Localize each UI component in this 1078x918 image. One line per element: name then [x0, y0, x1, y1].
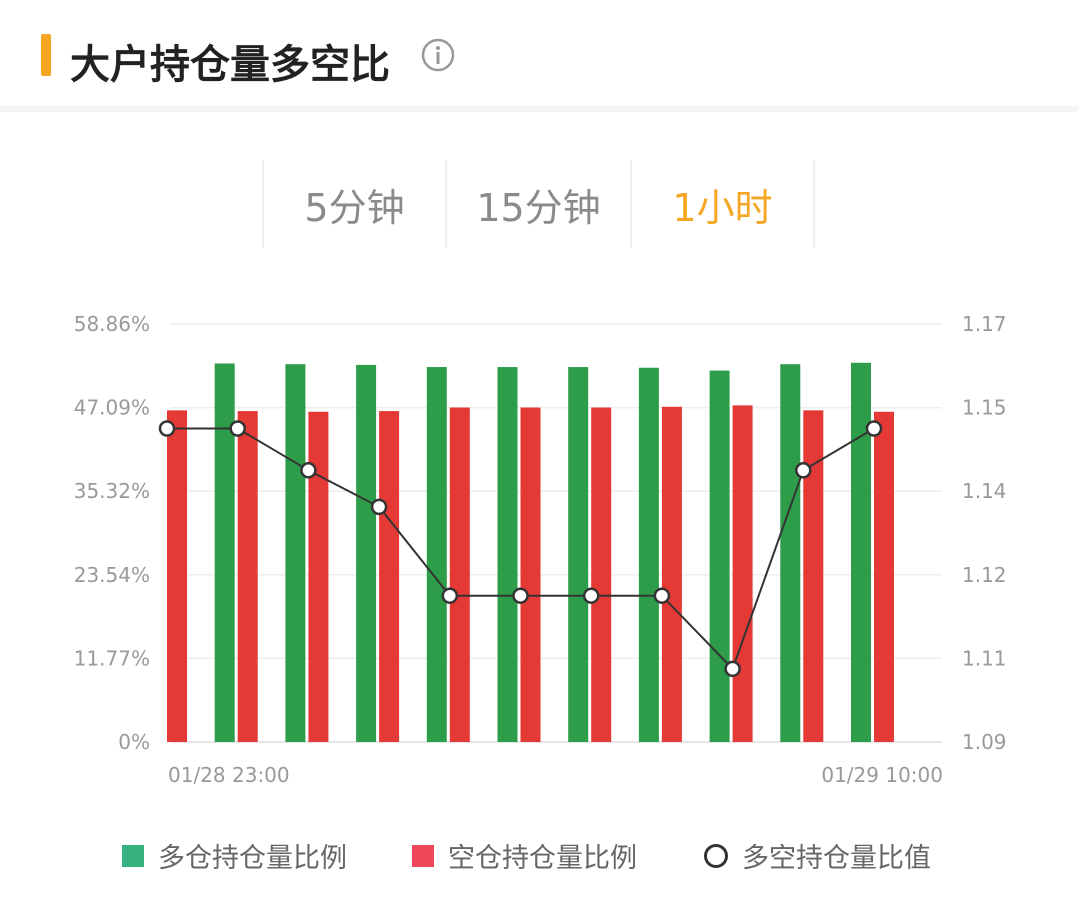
ratio-point — [158, 420, 176, 437]
y-left-tick-label: 23.54% — [74, 563, 150, 587]
long-ratio-bar — [851, 362, 871, 742]
y-right-tick-label: 1.09 — [962, 730, 1007, 754]
short-ratio-bar — [449, 407, 470, 742]
ratio-point — [300, 462, 317, 479]
y-left-tick-label: 11.77% — [74, 646, 150, 670]
long-ratio-bar — [356, 364, 377, 742]
y-left-tick-label: 35.32% — [74, 479, 150, 503]
interval-tabs: 5分钟 15分钟 1小时 — [262, 160, 815, 248]
ratio-point — [724, 660, 741, 678]
y-right-tick-label: 1.11 — [962, 646, 1007, 670]
short-ratio-bar — [308, 411, 329, 742]
long-ratio-bar — [638, 367, 659, 742]
long-ratio-bar — [426, 367, 447, 742]
title-accent-bar — [41, 34, 51, 76]
ratio-point — [653, 587, 671, 604]
y-right-tick-label: 1.17 — [962, 312, 1007, 336]
legend-short-swatch — [412, 844, 434, 867]
y-left-tick-label: 58.86% — [74, 312, 150, 336]
legend-long-swatch — [122, 844, 144, 867]
x-tick-label: 01/29 10:00 — [821, 763, 943, 787]
long-ratio-bar — [709, 370, 730, 742]
y-right-tick-label: 1.14 — [962, 479, 1007, 503]
chart-header: 大户持仓量多空比 — [0, 0, 1078, 112]
legend-long-label: 多仓持仓量比例 — [158, 843, 347, 874]
short-ratio-bar — [874, 411, 894, 742]
ratio-point — [441, 587, 459, 604]
ratio-point — [865, 420, 883, 437]
long-ratio-bar — [780, 364, 801, 742]
legend-item-short[interactable]: 空仓持仓量比例 — [412, 836, 637, 875]
long-ratio-bar — [214, 363, 235, 742]
short-ratio-bar — [237, 411, 258, 742]
ratio-point — [795, 462, 812, 479]
info-icon[interactable] — [421, 38, 455, 72]
legend-ratio-marker — [704, 843, 728, 868]
tab-15min[interactable]: 15分钟 — [445, 160, 630, 248]
long-ratio-bar — [497, 367, 518, 742]
short-ratio-bar — [661, 406, 682, 742]
ratio-point — [512, 587, 529, 604]
short-ratio-bar — [591, 407, 612, 742]
chart-title: 大户持仓量多空比 — [70, 42, 390, 88]
ratio-point — [229, 420, 246, 437]
legend-item-long[interactable]: 多仓持仓量比例 — [122, 836, 347, 875]
short-ratio-bar — [803, 410, 824, 742]
x-tick-label: 01/28 23:00 — [168, 763, 290, 787]
short-ratio-bar — [167, 410, 187, 742]
y-right-tick-label: 1.15 — [962, 396, 1007, 420]
chart-legend: 多仓持仓量比例 空仓持仓量比例 多空持仓量比值 — [0, 836, 1078, 882]
legend-item-ratio[interactable]: 多空持仓量比值 — [704, 836, 931, 875]
short-ratio-bar — [379, 411, 400, 742]
long-ratio-bar — [285, 364, 306, 742]
short-ratio-bar — [732, 405, 753, 742]
y-left-tick-label: 47.09% — [74, 396, 150, 420]
y-left-tick-label: 0% — [118, 730, 150, 754]
ratio-point — [370, 498, 388, 516]
tab-1hour[interactable]: 1小时 — [630, 160, 815, 248]
long-short-ratio-chart: 0% 1.09 11.77% 1.11 23.54% 1.12 35.32% 1.14 47.0… — [74, 312, 1007, 787]
short-ratio-bar — [520, 407, 541, 742]
long-ratio-bar — [568, 367, 589, 742]
ratio-point — [582, 587, 600, 604]
legend-ratio-label: 多空持仓量比值 — [742, 843, 931, 874]
legend-short-label: 空仓持仓量比例 — [448, 843, 637, 874]
tab-5min[interactable]: 5分钟 — [262, 160, 445, 248]
y-right-tick-label: 1.12 — [962, 563, 1007, 587]
